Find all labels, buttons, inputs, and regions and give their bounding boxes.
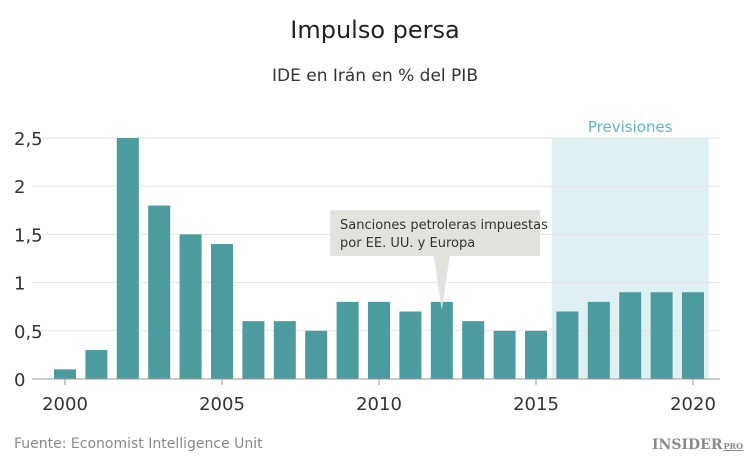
bar-2007 bbox=[273, 321, 296, 379]
x-tick-label: 2010 bbox=[356, 394, 402, 415]
y-tick-label: 1,5 bbox=[14, 225, 43, 246]
bar-2005 bbox=[211, 244, 233, 379]
chart-title: Impulso persa bbox=[290, 16, 460, 44]
bar-2004 bbox=[179, 234, 202, 379]
bar-2008 bbox=[305, 330, 328, 379]
y-tick-label: 0,5 bbox=[14, 322, 43, 343]
bar-2019 bbox=[650, 292, 673, 379]
x-tick-label: 2020 bbox=[670, 394, 716, 415]
bar-2010 bbox=[368, 301, 390, 379]
bar-2017 bbox=[587, 301, 610, 379]
bar-2000 bbox=[54, 369, 76, 379]
annotation-callout bbox=[330, 210, 540, 310]
bar-2018 bbox=[619, 292, 642, 379]
y-tick-label: 2,5 bbox=[14, 129, 43, 150]
x-tick-label: 2015 bbox=[513, 394, 559, 415]
bar-2013 bbox=[462, 321, 485, 379]
bar-2001 bbox=[85, 350, 108, 379]
bar-2002 bbox=[116, 138, 139, 379]
bar-2015 bbox=[525, 330, 547, 379]
x-tick-label: 2005 bbox=[199, 394, 245, 415]
bar-2009 bbox=[336, 301, 359, 379]
annotation-text: Sanciones petroleras impuestas bbox=[340, 218, 548, 233]
bar-2012 bbox=[430, 301, 453, 379]
y-tick-label: 0 bbox=[14, 370, 25, 391]
bar-2016 bbox=[556, 311, 579, 379]
chart-subtitle: IDE en Irán en % del PIB bbox=[272, 66, 478, 86]
x-tick-label: 2000 bbox=[42, 394, 88, 415]
source-note: Fuente: Economist Intelligence Unit bbox=[14, 436, 263, 452]
bar-2006 bbox=[242, 321, 265, 379]
bar-2014 bbox=[493, 330, 516, 379]
bar-2011 bbox=[399, 311, 422, 379]
forecast-label: Previsiones bbox=[588, 118, 673, 136]
y-tick-label: 2 bbox=[14, 177, 25, 198]
bar-2020 bbox=[682, 292, 704, 379]
annotation-text: por EE. UU. y Europa bbox=[340, 236, 475, 251]
insider-pro-logo: INSIDERPRO bbox=[652, 437, 744, 453]
bar-2003 bbox=[148, 205, 171, 379]
y-tick-label: 1 bbox=[14, 274, 25, 295]
